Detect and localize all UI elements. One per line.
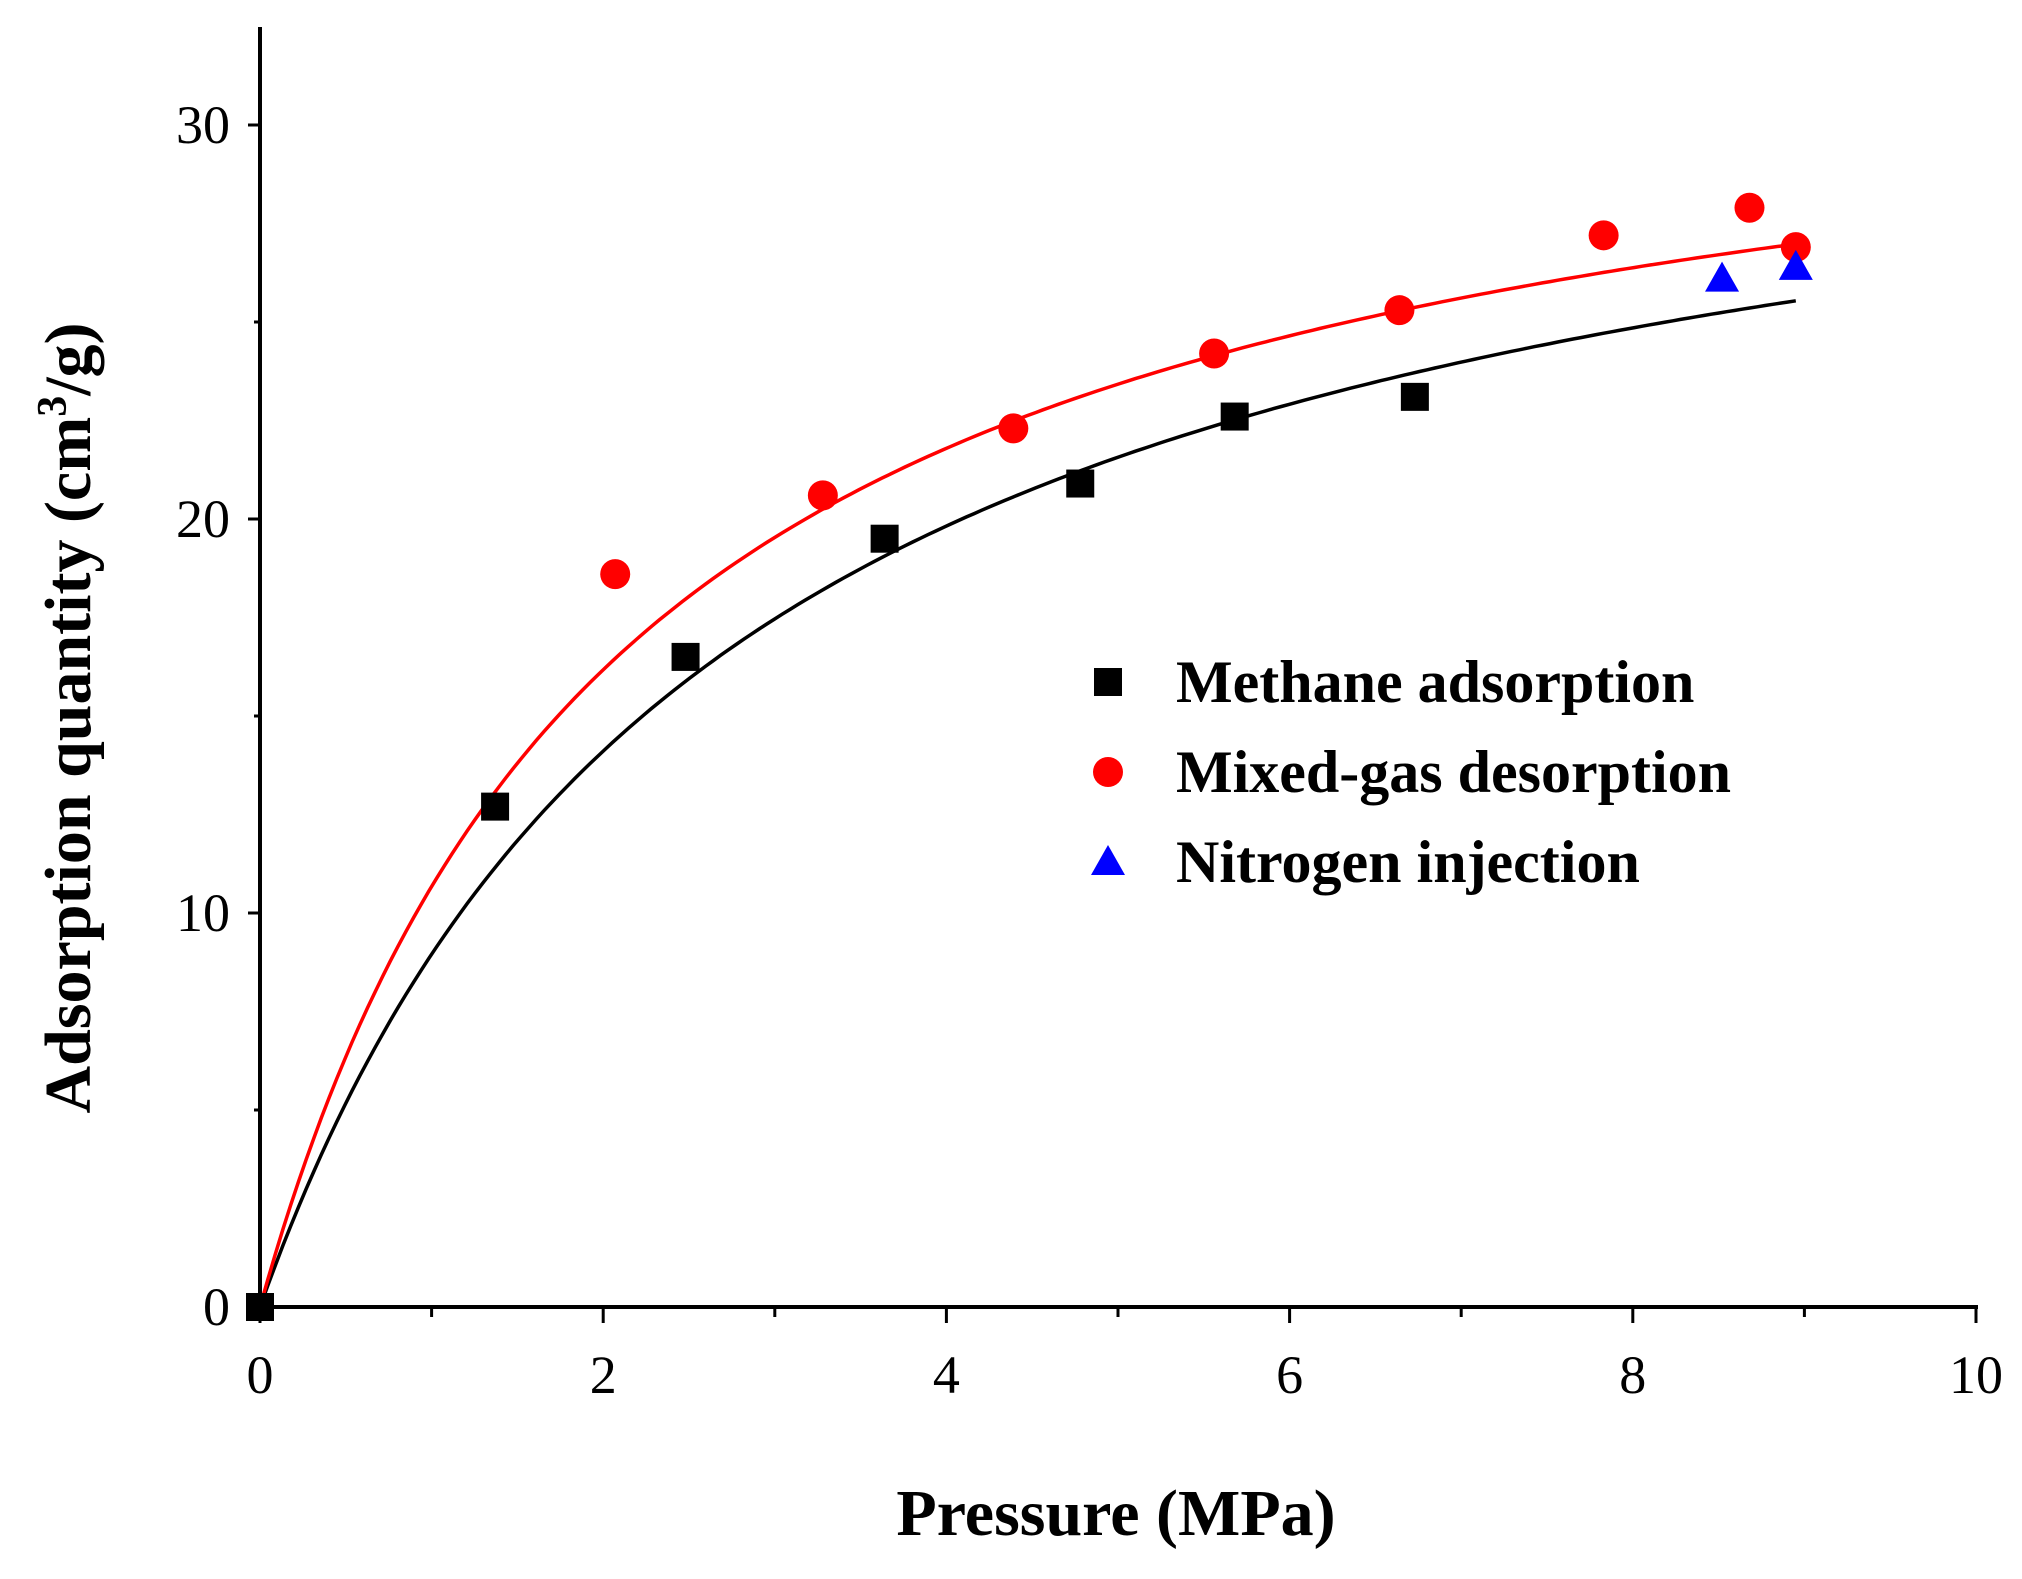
y-axis-title-main: Adsorption quantity (cm: [32, 417, 105, 1114]
x-tick-label: 6: [1276, 1345, 1303, 1405]
x-tick-label: 8: [1619, 1345, 1646, 1405]
y-tick-label: 30: [176, 95, 230, 155]
legend-marker-nitrogen-injection: [1091, 845, 1125, 875]
legend: Methane adsorption Mixed-gas desorption Ni…: [1091, 649, 1731, 895]
x-tick-label: 2: [590, 1345, 617, 1405]
mixed-gas-desorption-point: [1588, 220, 1619, 251]
y-tick-label: 20: [176, 489, 230, 549]
mixed-gas-desorption-point: [1734, 192, 1765, 223]
methane-adsorption-point: [481, 792, 510, 821]
mixed-gas-desorption-point: [1780, 232, 1811, 263]
legend-label-mixed-gas-desorption: Mixed-gas desorption: [1176, 739, 1731, 805]
methane-adsorption-point: [870, 524, 899, 553]
methane-adsorption-point: [671, 642, 700, 671]
nitrogen-injection-point: [1778, 249, 1813, 280]
mixed-gas-desorption-point: [1384, 295, 1415, 326]
x-tick-label: 0: [247, 1345, 274, 1405]
nitrogen-injection-point: [1705, 261, 1740, 292]
x-axis-title: Pressure (MPa): [896, 1477, 1335, 1550]
axes: 0 2 4 6 8 10 0 10 20 30: [176, 27, 2003, 1405]
legend-marker-mixed-gas-desorption: [1093, 757, 1123, 787]
mixed-gas-desorption-point: [807, 480, 838, 511]
methane-fit-line: [258, 299, 1797, 1308]
methane-adsorption-point: [1220, 402, 1249, 431]
methane-adsorption-point: [1400, 382, 1429, 411]
mixed-gas-desorption-point: [998, 413, 1029, 444]
legend-label-nitrogen-injection: Nitrogen injection: [1176, 829, 1640, 895]
x-tick-label: 4: [933, 1345, 960, 1405]
y-axis-title-sup: 3: [30, 396, 76, 417]
y-axis-title-end: /g): [32, 322, 105, 396]
mixed-fit-line: [258, 242, 1797, 1308]
data-points: [246, 192, 1813, 1321]
mixed-gas-desorption-point: [600, 559, 631, 590]
methane-adsorption-point: [1066, 469, 1095, 498]
y-tick-label: 0: [203, 1277, 230, 1337]
methane-adsorption-point: [246, 1293, 274, 1321]
x-tick-label: 10: [1949, 1345, 2003, 1405]
legend-label-methane-adsorption: Methane adsorption: [1176, 649, 1694, 715]
legend-marker-methane-adsorption: [1094, 668, 1122, 696]
y-axis-title: Adsorption quantity (cm3/g): [30, 322, 105, 1113]
fit-lines: [258, 242, 1797, 1308]
mixed-gas-desorption-point: [1199, 338, 1230, 369]
y-tick-label: 10: [176, 883, 230, 943]
